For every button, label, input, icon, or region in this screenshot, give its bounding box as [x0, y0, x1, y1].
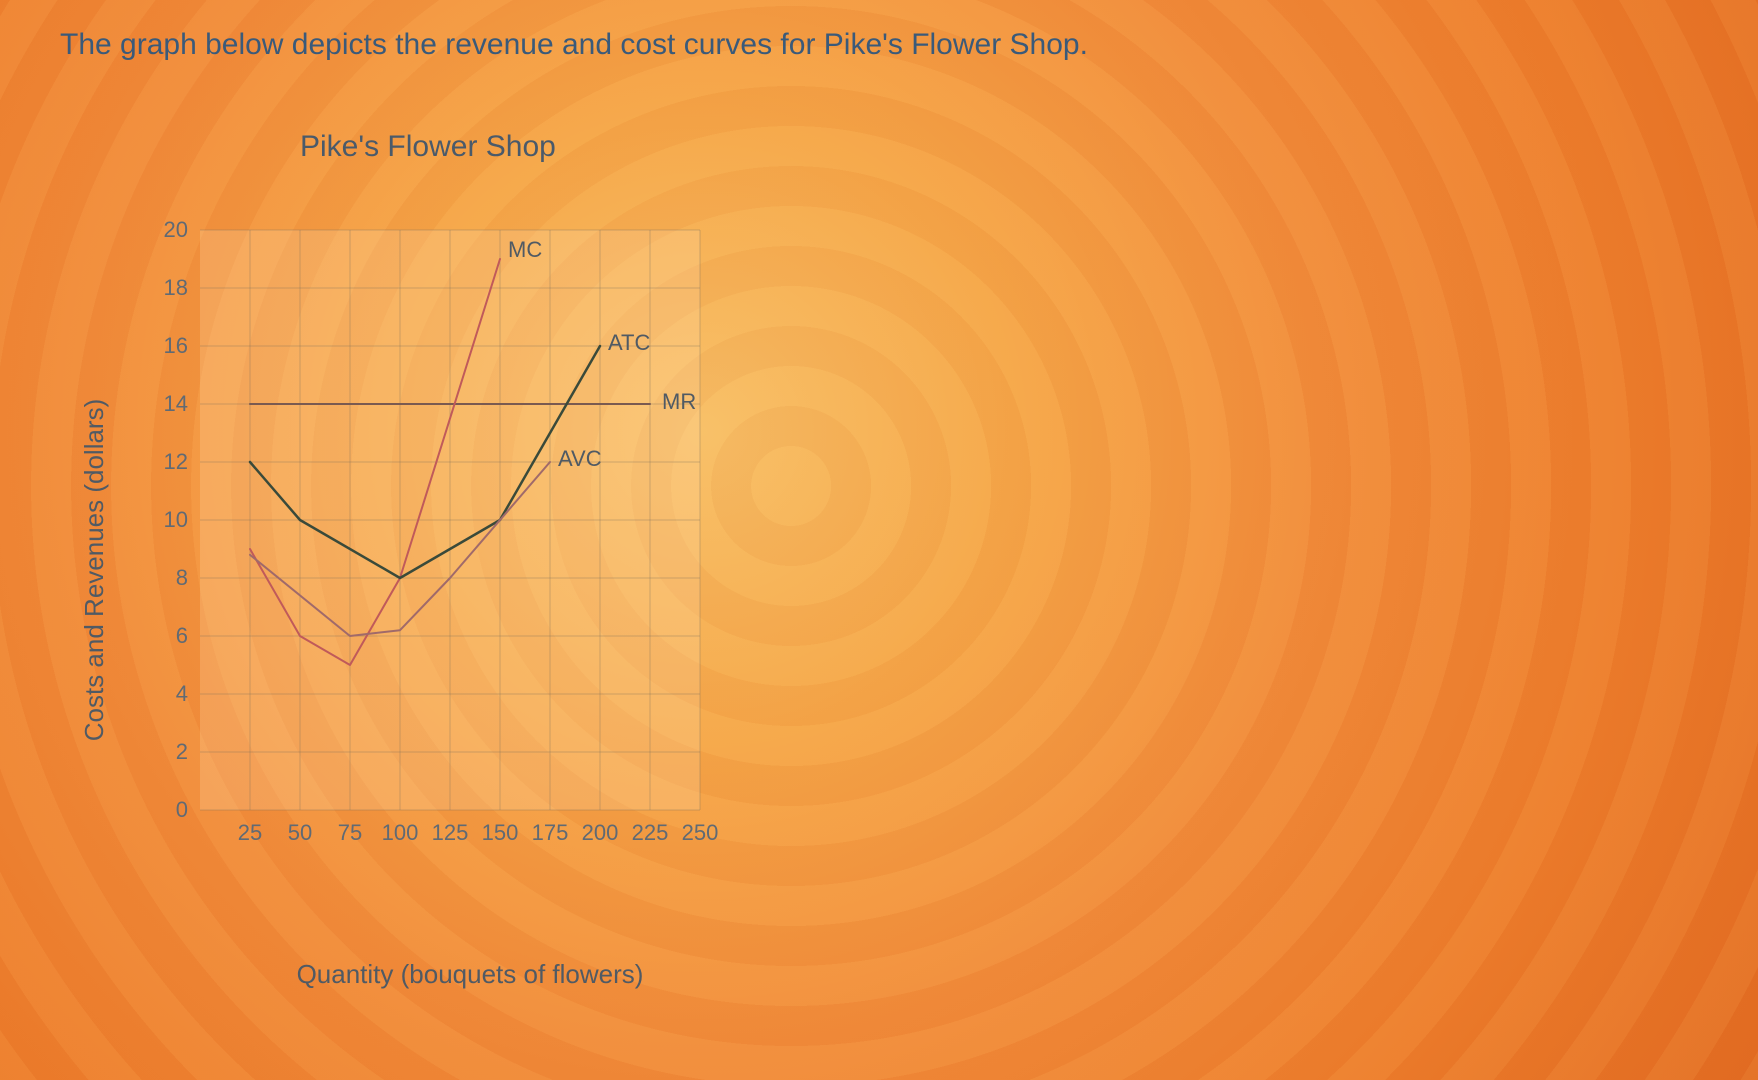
x-tick-label: 250 — [682, 820, 719, 845]
y-tick-label: 2 — [176, 739, 188, 764]
chart-svg: 0 2 4 6 8 10 12 14 16 18 20 25 50 75 100 125 150 175 200 22… — [140, 220, 780, 860]
y-tick-label: 12 — [164, 449, 188, 474]
question-text: The graph below depicts the revenue and … — [60, 28, 1088, 62]
x-tick-label: 125 — [432, 820, 469, 845]
series-label-mr: MR — [662, 389, 696, 414]
series-label-avc: AVC — [558, 446, 602, 471]
series-label-mc: MC — [508, 237, 542, 262]
x-axis-label: Quantity (bouquets of flowers) — [60, 959, 760, 990]
x-tick-label: 75 — [338, 820, 362, 845]
x-tick-label: 150 — [482, 820, 519, 845]
x-tick-label: 225 — [632, 820, 669, 845]
x-tick-label: 175 — [532, 820, 569, 845]
x-tick-label: 25 — [238, 820, 262, 845]
y-tick-label: 10 — [164, 507, 188, 532]
y-tick-label: 16 — [164, 333, 188, 358]
y-axis-label: Costs and Revenues (dollars) — [79, 399, 110, 742]
y-tick-label: 20 — [164, 220, 188, 242]
y-tick-label: 14 — [164, 391, 188, 416]
y-tick-label: 0 — [176, 797, 188, 822]
y-tick-label: 4 — [176, 681, 188, 706]
y-tick-label: 18 — [164, 275, 188, 300]
chart-title: Pike's Flower Shop — [300, 130, 556, 164]
x-tick-label: 50 — [288, 820, 312, 845]
chart-container: Costs and Revenues (dollars) 0 2 4 6 8 10 12 14… — [60, 220, 760, 920]
y-tick-label: 8 — [176, 565, 188, 590]
x-tick-label: 100 — [382, 820, 419, 845]
y-tick-label: 6 — [176, 623, 188, 648]
x-tick-label: 200 — [582, 820, 619, 845]
series-label-atc: ATC — [608, 330, 650, 355]
